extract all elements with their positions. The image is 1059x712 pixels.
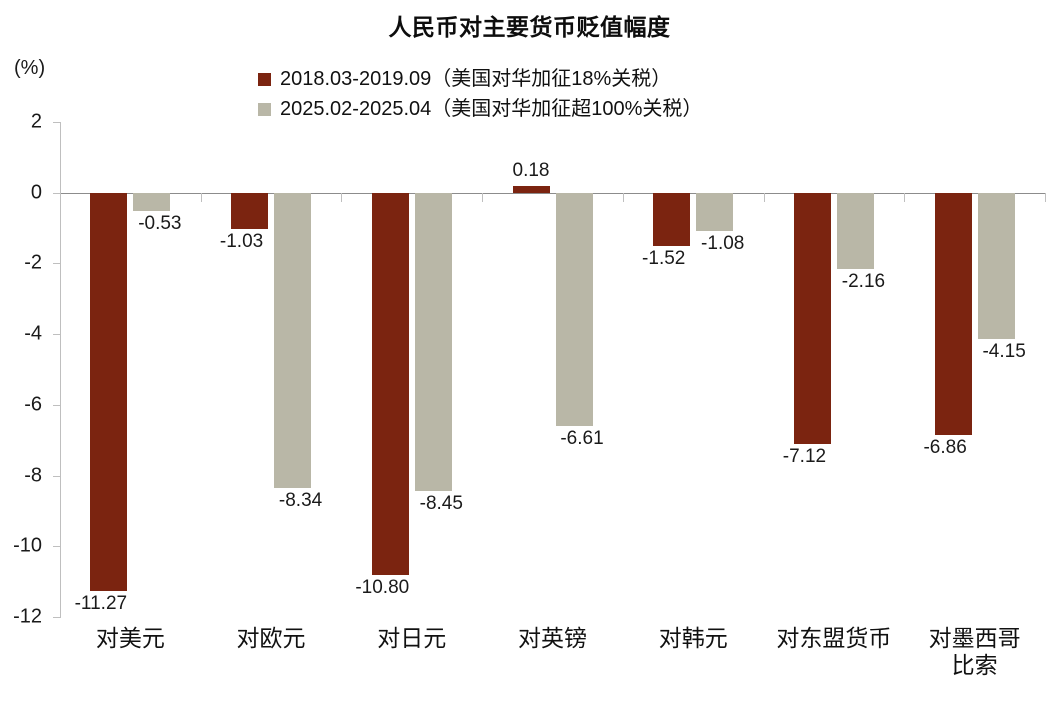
y-axis-tick-label: 0 (30, 181, 42, 204)
x-axis-category-label: 对东盟货币 (776, 625, 892, 651)
bar-value-label-2-1: -0.53 (138, 213, 182, 235)
x-axis-category-label: 对日元 (377, 625, 447, 651)
bar-value-label-1-5: -1.52 (642, 248, 686, 270)
bar-1-5[interactable] (653, 192, 691, 247)
legend-label-series-2: 2025.02-2025.04（美国对华加征超100%关税） (280, 98, 703, 120)
bar-value-label-1-2: -1.03 (219, 231, 264, 253)
bar-value-label-2-4: -6.61 (560, 428, 604, 450)
bar-1-6[interactable] (793, 192, 831, 445)
plot-area: 2 0 -2 -4 -6 -8 -10 -12 -11.27 -0.53 对美元 -1.03 -8.34… (13, 111, 1046, 678)
y-axis-tick-label: -10 (13, 534, 42, 557)
y-axis-tick (53, 546, 61, 548)
bar-value-label-1-7: -6.86 (923, 437, 967, 459)
y-axis-tick-label: 2 (30, 110, 42, 133)
bar-2-1[interactable] (133, 192, 171, 212)
bar-2-3[interactable] (414, 192, 452, 492)
y-axis-unit-label: (%) (14, 57, 46, 79)
bar-2-7[interactable] (977, 192, 1015, 340)
bar-value-label-1-4: 0.18 (512, 160, 550, 182)
bar-1-1[interactable] (90, 192, 128, 592)
y-axis-tick (53, 192, 61, 194)
legend-label-series-1: 2018.03-2019.09（美国对华加征18%关税） (280, 68, 672, 90)
chart-legend: 2018.03-2019.09（美国对华加征18%关税） 2025.02-202… (258, 66, 702, 122)
bar-2-6[interactable] (836, 192, 874, 270)
y-axis-tick (53, 475, 61, 477)
y-axis-tick (53, 404, 61, 406)
y-axis-tick-label: -12 (13, 605, 42, 628)
bar-1-7[interactable] (934, 192, 972, 436)
legend-item-series-2[interactable]: 2025.02-2025.04（美国对华加征超100%关税） (258, 96, 702, 122)
bar-value-label-1-1: -11.27 (74, 593, 128, 615)
bar-value-label-1-3: -10.80 (355, 576, 410, 598)
bar-1-2[interactable] (231, 192, 269, 230)
y-axis-tick (53, 334, 61, 336)
x-axis-tick (1045, 193, 1046, 202)
y-axis-tick (53, 122, 61, 123)
x-axis-tick (904, 193, 905, 202)
bar-2-2[interactable] (274, 192, 312, 488)
y-axis-tick (53, 263, 61, 265)
bar-value-label-2-3: -8.45 (419, 493, 463, 515)
chart-title: 人民币对主要货币贬值幅度 (388, 14, 671, 40)
legend-swatch-icon-series-2 (258, 102, 271, 116)
legend-swatch-icon-series-1 (258, 72, 271, 86)
x-axis-tick (482, 193, 483, 202)
x-axis-category-label: 对墨西哥 比索 (928, 625, 1021, 679)
x-axis-tick (623, 193, 624, 202)
x-axis-tick (201, 193, 202, 202)
bar-2-5[interactable] (696, 192, 734, 231)
bar-2-4[interactable] (555, 192, 593, 427)
x-axis-tick (764, 193, 765, 202)
y-axis-tick-label: -8 (24, 464, 42, 487)
x-axis-category-label: 对韩元 (658, 625, 728, 651)
y-axis-tick-label: -2 (24, 251, 42, 274)
x-axis-category-label: 对欧元 (236, 625, 306, 651)
bar-value-label-2-2: -8.34 (278, 489, 323, 511)
y-axis-tick-label: -4 (24, 322, 42, 345)
bar-value-label-2-5: -1.08 (701, 232, 745, 254)
legend-item-series-1[interactable]: 2018.03-2019.09（美国对华加征18%关税） (258, 66, 702, 92)
x-axis-category-label: 对美元 (95, 625, 165, 651)
bar-1-4[interactable] (512, 186, 550, 193)
x-axis-tick (341, 193, 342, 202)
y-axis-tick-label: -6 (24, 393, 42, 416)
bar-1-3[interactable] (371, 192, 409, 575)
y-axis-tick (53, 617, 61, 618)
bar-value-label-2-6: -2.16 (841, 271, 886, 293)
bar-value-label-2-7: -4.15 (982, 341, 1026, 363)
x-axis-category-label: 对英镑 (517, 625, 587, 651)
zero-baseline (60, 193, 1045, 194)
y-axis-line (60, 122, 61, 617)
bar-value-label-1-6: -7.12 (782, 446, 827, 468)
